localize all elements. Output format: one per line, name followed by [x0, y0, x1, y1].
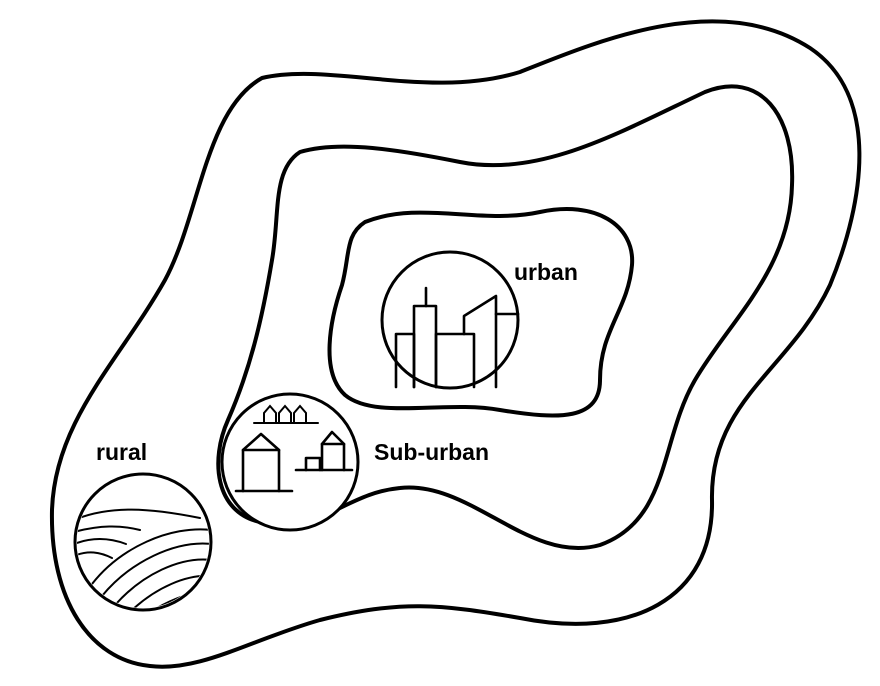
suburban-zone-outline	[216, 84, 795, 550]
suburban-label: Sub-urban	[374, 439, 489, 465]
urban-label: urban	[514, 259, 578, 285]
houses-icon	[220, 392, 360, 532]
farm-fields-icon	[73, 472, 213, 612]
city-skyline-icon	[380, 250, 520, 390]
rural-zone-outline	[49, 19, 862, 669]
rural-label: rural	[96, 439, 148, 465]
urban-zone-outline	[327, 206, 635, 418]
